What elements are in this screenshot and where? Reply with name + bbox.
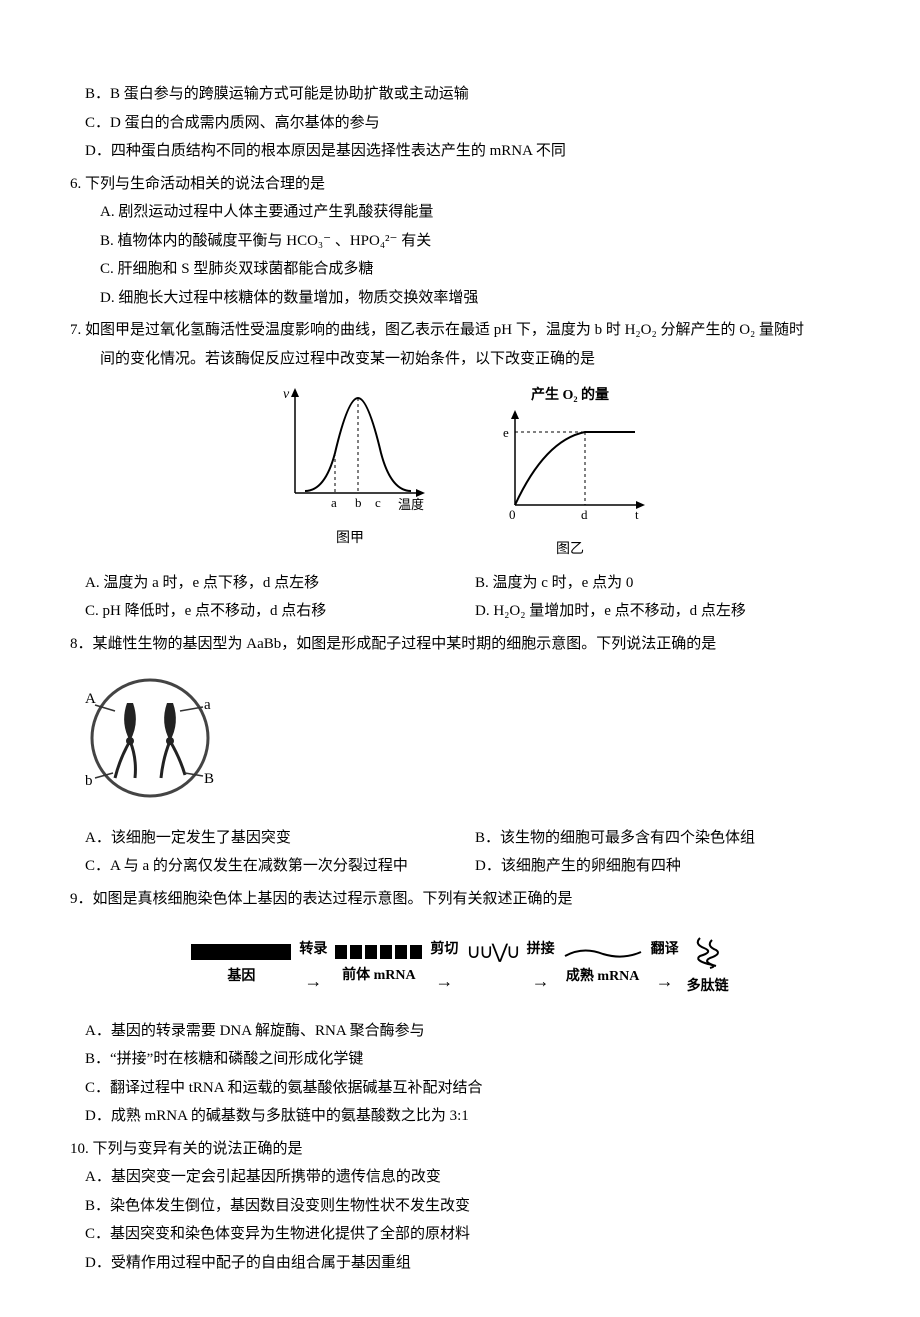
q6-option-d: D. 细胞长大过程中核糖体的数量增加，物质交换效率增强 (100, 284, 850, 313)
q8-option-d: D．该细胞产生的卵细胞有四种 (460, 852, 850, 881)
q6-stem: 6. 下列与生命活动相关的说法合理的是 (70, 170, 850, 199)
q8-options: A．该细胞一定发生了基因突变 B．该生物的细胞可最多含有四个染色体组 C．A 与… (70, 824, 850, 881)
svg-text:温度: 温度 (398, 497, 424, 512)
flow-mature-mrna: 成熟 mRNA (563, 944, 643, 991)
flow-arrow-2: 剪切 → (430, 937, 458, 998)
q10-stem: 10. 下列与变异有关的说法正确的是 (70, 1135, 850, 1164)
flow-pre-mrna: 前体 mRNA (335, 945, 422, 990)
svg-text:A: A (85, 691, 96, 707)
flow-gene: 基因 (191, 944, 291, 991)
q9-option-a: A．基因的转录需要 DNA 解旋酶、RNA 聚合酶参与 (85, 1017, 850, 1046)
q6-option-a: A. 剧烈运动过程中人体主要通过产生乳酸获得能量 (100, 198, 850, 227)
q9-option-c: C．翻译过程中 tRNA 和运载的氨基酸依据碱基互补配对结合 (85, 1074, 850, 1103)
flow-polypeptide: 多肽链 (687, 934, 729, 1001)
q7-figure-1: v a b c 温度 图甲 (270, 383, 430, 564)
axis-v: v (283, 387, 290, 402)
svg-text:0: 0 (509, 507, 516, 522)
svg-text:a: a (204, 697, 211, 713)
svg-text:b: b (355, 495, 362, 510)
q6-option-b: B. 植物体内的酸碱度平衡与 HCO₃⁻ 、HPO₄²⁻ 有关 (100, 227, 850, 256)
fig2-ylabel: 产生 O₂ 的量 (490, 383, 650, 410)
svg-text:e: e (503, 425, 509, 440)
q10-option-d: D．受精作用过程中配子的自由组合属于基因重组 (85, 1249, 850, 1278)
q7-option-c: C. pH 降低时，e 点不移动，d 点右移 (70, 597, 460, 626)
q5-option-b: B．B 蛋白参与的跨膜运输方式可能是协助扩散或主动运输 (85, 80, 850, 109)
flow-introns: ∪∪⋁∪ (466, 933, 518, 1002)
chart-bell-curve: v a b c 温度 (270, 383, 430, 513)
q8-option-c: C．A 与 a 的分离仅发生在减数第一次分裂过程中 (70, 852, 460, 881)
flow-arrow-4: 翻译 → (651, 937, 679, 998)
q9-stem: 9．如图是真核细胞染色体上基因的表达过程示意图。下列有关叙述正确的是 (70, 885, 850, 914)
q7-figures: v a b c 温度 图甲 产生 O₂ 的量 e 0 d t 图乙 (70, 383, 850, 564)
svg-text:B: B (204, 771, 214, 787)
svg-text:t: t (635, 507, 639, 522)
q8-option-b: B．该生物的细胞可最多含有四个染色体组 (460, 824, 850, 853)
chart-saturation-curve: e 0 d t (490, 410, 650, 525)
q7-option-a: A. 温度为 a 时，e 点下移，d 点左移 (70, 569, 460, 598)
fig2-caption: 图乙 (490, 537, 650, 564)
svg-text:a: a (331, 495, 337, 510)
q10-option-a: A．基因突变一定会引起基因所携带的遗传信息的改变 (85, 1163, 850, 1192)
q6-option-c: C. 肝细胞和 S 型肺炎双球菌都能合成多糖 (100, 255, 850, 284)
q8-stem: 8．某雌性生物的基因型为 AaBb，如图是形成配子过程中某时期的细胞示意图。下列… (70, 630, 850, 659)
q5-option-d: D．四种蛋白质结构不同的根本原因是基因选择性表达产生的 mRNA 不同 (85, 137, 850, 166)
svg-text:d: d (581, 507, 588, 522)
q10-option-c: C．基因突变和染色体变异为生物进化提供了全部的原材料 (85, 1220, 850, 1249)
q9-option-d: D．成熟 mRNA 的碱基数与多肽链中的氨基酸数之比为 3:1 (85, 1102, 850, 1131)
svg-text:b: b (85, 773, 93, 789)
q5-option-c: C．D 蛋白的合成需内质网、高尔基体的参与 (85, 109, 850, 138)
q7-stem-1: 7. 如图甲是过氧化氢酶活性受温度影响的曲线，图乙表示在最适 pH 下，温度为 … (70, 316, 850, 345)
q9-option-b: B．“拼接”时在核糖和磷酸之间形成化学键 (85, 1045, 850, 1074)
q9-flow-diagram: 基因 转录 → 前体 mRNA 剪切 → ∪∪⋁∪ 拼接 → 成熟 mRNA 翻… (70, 933, 850, 1002)
q7-stem-2: 间的变化情况。若该酶促反应过程中改变某一初始条件，以下改变正确的是 (100, 345, 850, 374)
fig1-caption: 图甲 (270, 526, 430, 553)
flow-arrow-3: 拼接 → (527, 937, 555, 998)
svg-text:c: c (375, 495, 381, 510)
q7-figure-2: 产生 O₂ 的量 e 0 d t 图乙 (490, 383, 650, 564)
q10-option-b: B．染色体发生倒位，基因数目没变则生物性状不发生改变 (85, 1192, 850, 1221)
q7-option-d: D. H₂O₂ 量增加时，e 点不移动，d 点左移 (460, 597, 850, 626)
q8-option-a: A．该细胞一定发生了基因突变 (70, 824, 460, 853)
q7-option-b: B. 温度为 c 时，e 点为 0 (460, 569, 850, 598)
q8-cell-diagram: A a b B (85, 673, 850, 814)
q7-options: A. 温度为 a 时，e 点下移，d 点左移 B. 温度为 c 时，e 点为 0… (70, 569, 850, 626)
flow-arrow-1: 转录 → (299, 937, 327, 998)
